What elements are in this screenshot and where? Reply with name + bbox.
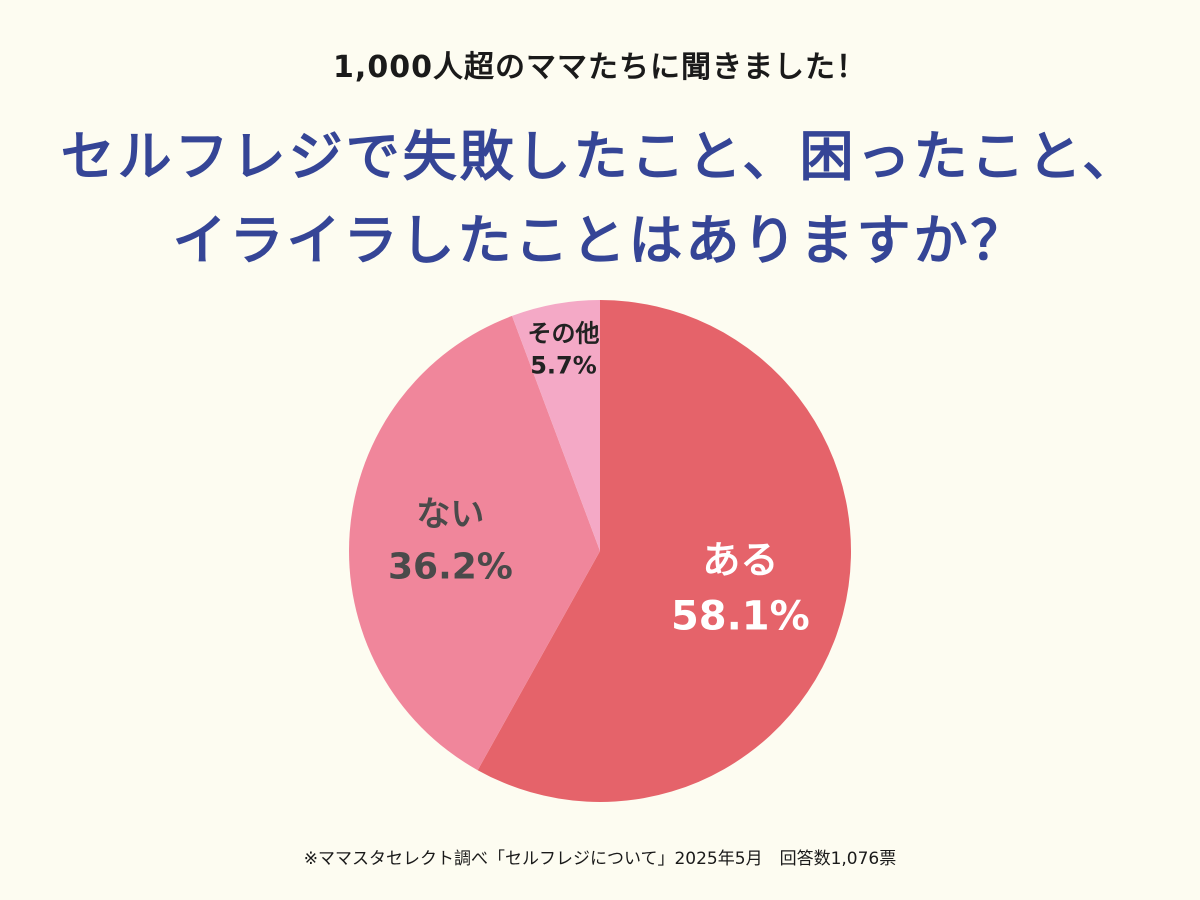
pie-slice-3 [512,300,600,551]
pie-slice-2-value-label: 36.2% [388,546,513,587]
pie-slice-3-category-label: その他 [527,320,599,348]
survey-subtitle: 1,000人超のママたちに聞きました！ [333,50,867,85]
pie-slice-3-value-label: 5.7% [530,352,597,380]
pie-slice-1-category-label: ある [702,538,778,582]
pie-slice-2 [349,315,600,771]
chart-title-line2: イライラしたことはありますか？ [172,209,1028,272]
pie-slice-1 [477,300,851,802]
source-footnote: ※ママスタセレクト調べ「セルフレジについて」2025年5月 回答数1,076票 [303,849,897,869]
chart-title-line1: セルフレジで失敗したこと、困ったこと、 [60,125,1140,188]
pie-slice-2-category-label: ない [416,495,484,535]
pie-slice-1-value-label: 58.1% [671,594,810,640]
